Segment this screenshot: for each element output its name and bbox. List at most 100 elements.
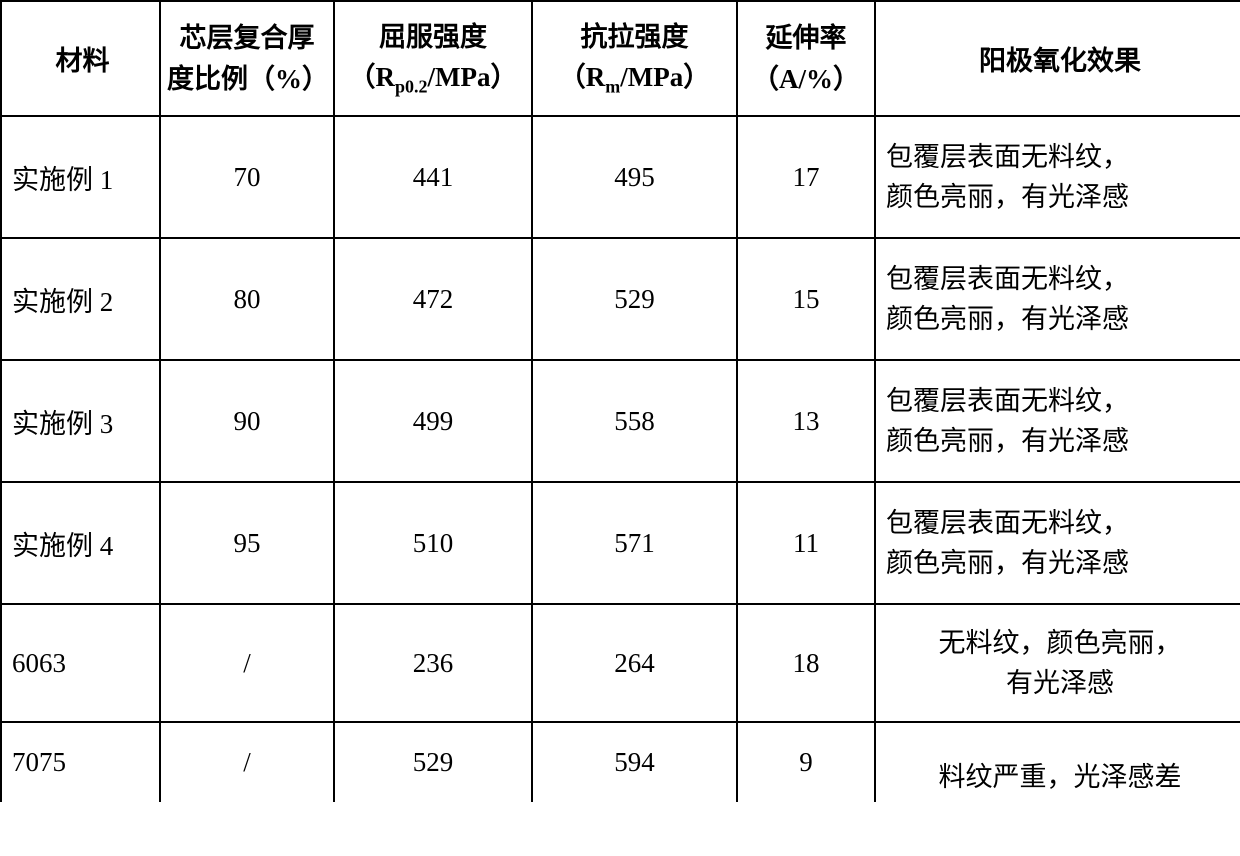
cell-tensile: 495 <box>532 116 737 238</box>
val: 15 <box>793 284 820 314</box>
cell-yield: 441 <box>334 116 532 238</box>
cell-tensile: 594 <box>532 722 737 802</box>
cell-anodizing: 包覆层表面无料纹， 颜色亮丽，有光泽感 <box>875 238 1240 360</box>
cell-yield: 529 <box>334 722 532 802</box>
header-tensile-close: /MPa） <box>620 62 710 92</box>
val: 13 <box>793 406 820 436</box>
cell-anodizing: 包覆层表面无料纹， 颜色亮丽，有光泽感 <box>875 116 1240 238</box>
materials-properties-table: 材料 芯层复合厚 度比例（%） 屈服强度 （Rp0.2/MPa） 抗拉强度 （R… <box>0 0 1240 802</box>
val: 510 <box>413 528 454 558</box>
cell-core-ratio: / <box>160 722 334 802</box>
cell-elongation: 13 <box>737 360 875 482</box>
val: 529 <box>614 284 655 314</box>
cell-yield: 472 <box>334 238 532 360</box>
header-yield-close: /MPa） <box>428 62 518 92</box>
val-b: 颜色亮丽，有光泽感 <box>886 304 1129 334</box>
val: 499 <box>413 406 454 436</box>
materials-table-container: 材料 芯层复合厚 度比例（%） 屈服强度 （Rp0.2/MPa） 抗拉强度 （R… <box>0 0 1240 856</box>
cell-anodizing: 无料纹，颜色亮丽，有光泽感 <box>875 604 1240 722</box>
header-tensile-sub: m <box>605 76 620 96</box>
cell-yield: 236 <box>334 604 532 722</box>
cell-elongation: 15 <box>737 238 875 360</box>
header-material: 材料 <box>1 1 160 116</box>
val: 7075 <box>12 747 66 777</box>
header-elongation: 延伸率 （A/%） <box>737 1 875 116</box>
val: 236 <box>413 648 454 678</box>
cell-material: 实施例 3 <box>1 360 160 482</box>
val: 95 <box>234 528 261 558</box>
cell-core-ratio: 90 <box>160 360 334 482</box>
header-anodizing-effect: 阳极氧化效果 <box>875 1 1240 116</box>
header-tensile-open: （R <box>559 62 606 92</box>
val: 558 <box>614 406 655 436</box>
val: 实施例 3 <box>12 409 113 439</box>
cell-core-ratio: / <box>160 604 334 722</box>
header-core-ratio-l2: 度比例（%） <box>167 64 329 94</box>
val-a: 包覆层表面无料纹， <box>886 142 1129 172</box>
val-a: 包覆层表面无料纹， <box>886 386 1129 416</box>
header-tensile-strength: 抗拉强度 （Rm/MPa） <box>532 1 737 116</box>
val-b: 颜色亮丽，有光泽感 <box>886 426 1129 456</box>
cell-material: 实施例 4 <box>1 482 160 604</box>
val: 17 <box>793 162 820 192</box>
val: 9 <box>799 747 813 777</box>
cell-material: 实施例 1 <box>1 116 160 238</box>
table-row: 实施例 1 70 441 495 17 包覆层表面无料纹， 颜色亮丽，有光泽感 <box>1 116 1240 238</box>
cell-tensile: 558 <box>532 360 737 482</box>
header-anodizing-text: 阳极氧化效果 <box>979 46 1141 76</box>
val: / <box>243 747 251 777</box>
header-core-ratio-l1: 芯层复合厚 <box>180 23 315 53</box>
val: 90 <box>234 406 261 436</box>
val: 571 <box>614 528 655 558</box>
cell-yield: 499 <box>334 360 532 482</box>
val: 264 <box>614 648 655 678</box>
header-material-text: 材料 <box>56 46 110 76</box>
val: 实施例 1 <box>12 165 113 195</box>
cell-elongation: 18 <box>737 604 875 722</box>
cell-elongation: 9 <box>737 722 875 802</box>
cell-anodizing: 包覆层表面无料纹， 颜色亮丽，有光泽感 <box>875 360 1240 482</box>
header-elong-l1: 延伸率 <box>766 23 847 53</box>
val-a: 包覆层表面无料纹， <box>886 508 1129 538</box>
table-row: 6063 / 236 264 18 无料纹，颜色亮丽，有光泽感 <box>1 604 1240 722</box>
table-row: 实施例 3 90 499 558 13 包覆层表面无料纹， 颜色亮丽，有光泽感 <box>1 360 1240 482</box>
val: 529 <box>413 747 454 777</box>
val-b: 颜色亮丽，有光泽感 <box>886 182 1129 212</box>
header-yield-strength: 屈服强度 （Rp0.2/MPa） <box>334 1 532 116</box>
header-elong-l2: （A/%） <box>752 64 860 94</box>
table-row: 7075 / 529 594 9 料纹严重，光泽感差 <box>1 722 1240 802</box>
val-b: 颜色亮丽，有光泽感 <box>886 548 1129 578</box>
cell-core-ratio: 70 <box>160 116 334 238</box>
cell-core-ratio: 80 <box>160 238 334 360</box>
val: 18 <box>793 648 820 678</box>
table-header-row: 材料 芯层复合厚 度比例（%） 屈服强度 （Rp0.2/MPa） 抗拉强度 （R… <box>1 1 1240 116</box>
val: 实施例 4 <box>12 531 113 561</box>
cell-elongation: 17 <box>737 116 875 238</box>
val: 11 <box>793 528 819 558</box>
table-row: 实施例 2 80 472 529 15 包覆层表面无料纹， 颜色亮丽，有光泽感 <box>1 238 1240 360</box>
val-a: 包覆层表面无料纹， <box>886 264 1129 294</box>
val: 495 <box>614 162 655 192</box>
table-row: 实施例 4 95 510 571 11 包覆层表面无料纹， 颜色亮丽，有光泽感 <box>1 482 1240 604</box>
val: 70 <box>234 162 261 192</box>
cell-anodizing: 包覆层表面无料纹， 颜色亮丽，有光泽感 <box>875 482 1240 604</box>
val: / <box>243 648 251 678</box>
cell-elongation: 11 <box>737 482 875 604</box>
header-yield-sub: p0.2 <box>395 76 428 96</box>
cell-core-ratio: 95 <box>160 482 334 604</box>
val-a: 料纹严重，光泽感差 <box>939 762 1182 792</box>
header-core-ratio: 芯层复合厚 度比例（%） <box>160 1 334 116</box>
cell-yield: 510 <box>334 482 532 604</box>
header-tensile-l1: 抗拉强度 <box>581 22 689 52</box>
val: 6063 <box>12 648 66 678</box>
cell-tensile: 571 <box>532 482 737 604</box>
cell-material: 实施例 2 <box>1 238 160 360</box>
cell-material: 7075 <box>1 722 160 802</box>
cell-material: 6063 <box>1 604 160 722</box>
cell-tensile: 264 <box>532 604 737 722</box>
header-yield-l1: 屈服强度 <box>379 22 487 52</box>
cell-tensile: 529 <box>532 238 737 360</box>
val: 441 <box>413 162 454 192</box>
cell-anodizing: 料纹严重，光泽感差 <box>875 722 1240 802</box>
header-yield-open: （R <box>349 62 396 92</box>
